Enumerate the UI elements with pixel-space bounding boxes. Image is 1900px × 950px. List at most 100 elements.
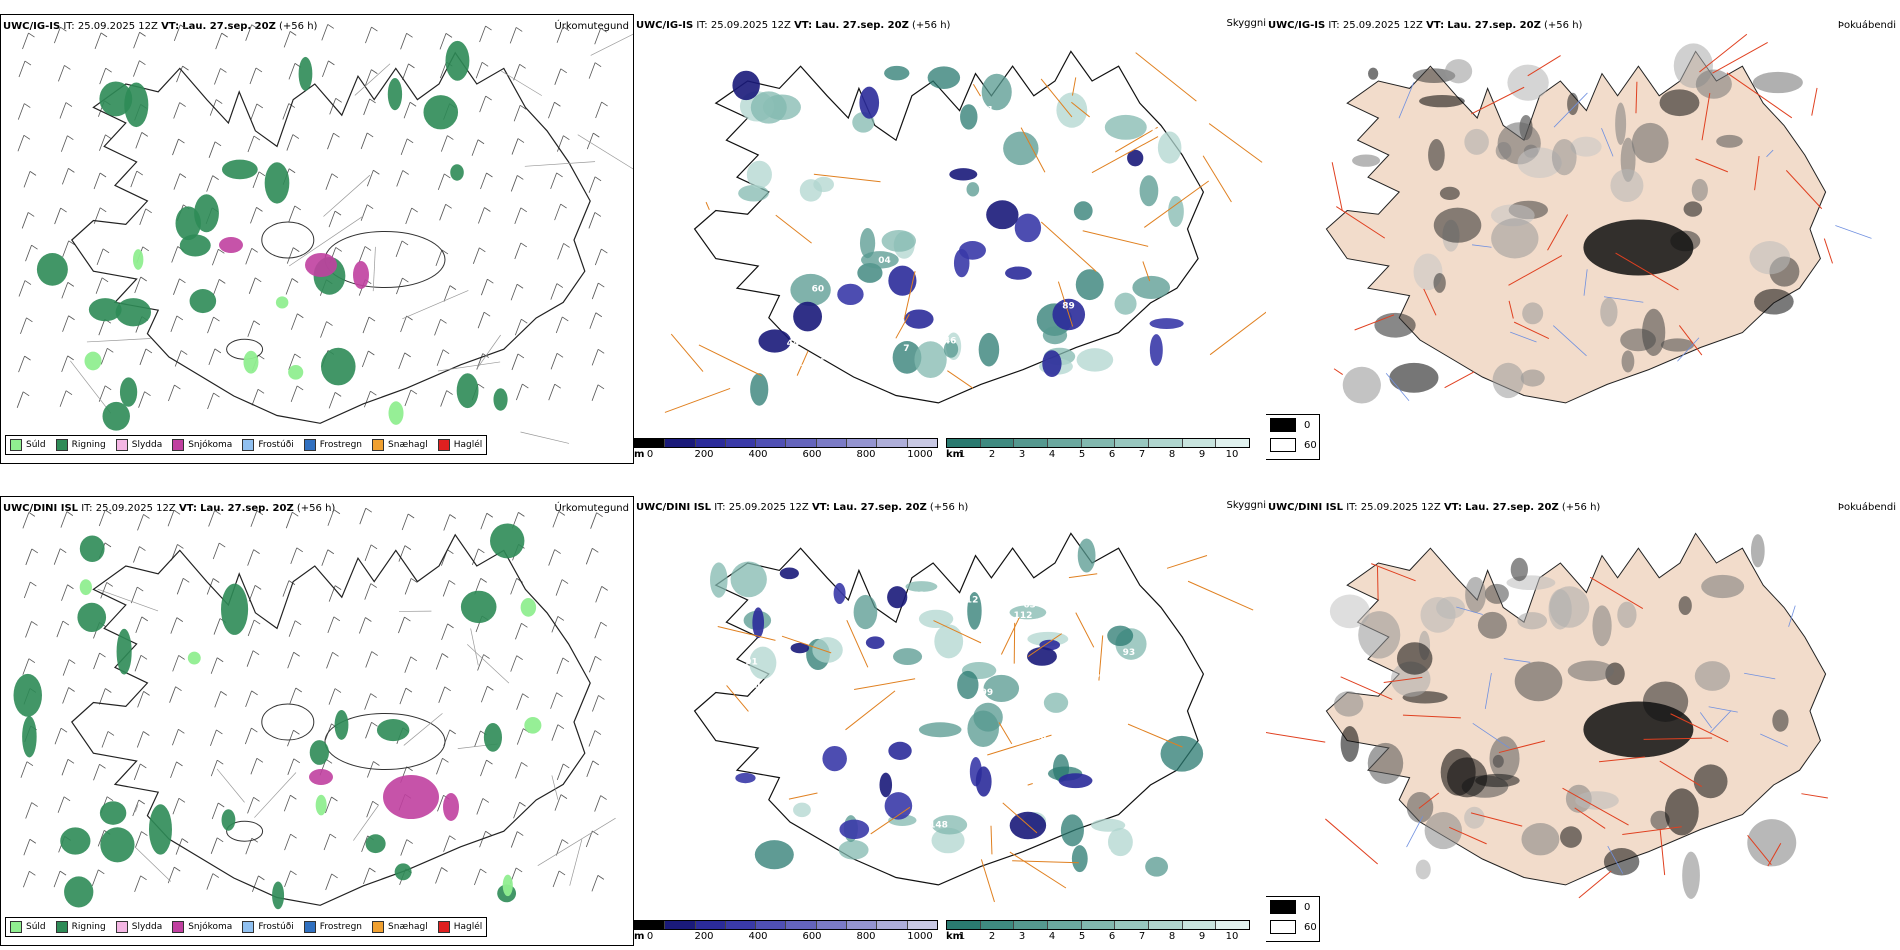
wind-barb-flag (404, 352, 411, 358)
wind-barb (443, 835, 450, 852)
wind-barb-flag (217, 802, 225, 808)
wind-barb-flag (440, 318, 447, 324)
visibility-label: 62 (846, 737, 859, 747)
colorbar-tick-label: 10 (1225, 931, 1239, 942)
fog-legend-row: 60 (1266, 435, 1319, 455)
precip-legend-bottom: Súld Rigning Slydda Snjókoma Frostúði Frostre… (5, 917, 488, 937)
visibility-label: 67 (1020, 182, 1033, 192)
wind-barb (435, 653, 443, 670)
river (1766, 149, 1774, 158)
wind-barb (18, 280, 26, 297)
fog-map-top (1325, 33, 1872, 404)
wind-barb (60, 511, 68, 528)
legend-swatch (10, 921, 22, 933)
wind-barb-flag (477, 383, 485, 389)
wind-barb (595, 101, 602, 119)
wind-barb (588, 730, 596, 747)
visibility-label: 12 (753, 816, 766, 826)
wind-barb (25, 802, 33, 819)
wind-barb (556, 26, 564, 43)
vis-panel-bottom: UWC/DINI ISL IT: 25.09.2025 12Z VT: Lau.… (634, 496, 1266, 946)
wind-barb-flag (139, 546, 146, 551)
fog-legend-swatch (1270, 438, 1296, 452)
colorbar-cell (1048, 921, 1082, 929)
wind-barb-flag (31, 244, 38, 250)
wind-barb (288, 63, 296, 80)
wind-barb-flag (442, 349, 450, 355)
legend-item: Snæhagl (372, 439, 428, 451)
wind-barb (590, 512, 597, 529)
rain-area (456, 373, 479, 409)
wind-barb-flag (68, 240, 75, 246)
wind-barb-flag (181, 838, 189, 843)
fog-shade (1342, 366, 1381, 404)
wind-barb (404, 656, 412, 673)
cloud-base-area (1042, 350, 1062, 378)
wind-barb-flag (217, 759, 224, 765)
wind-barb (437, 795, 444, 812)
fog-shade (1693, 764, 1728, 799)
road (1643, 737, 1713, 740)
visibility-area (749, 646, 777, 680)
cloud-base-area (865, 636, 885, 649)
wind-barb-flag (368, 316, 376, 322)
wind-barb (136, 731, 144, 748)
wind-barb (133, 60, 140, 77)
wind-barb (21, 212, 29, 229)
wind-barb-flag (371, 721, 378, 727)
wind-barb (17, 135, 25, 152)
road (288, 215, 364, 267)
wind-barb-flag (594, 730, 602, 735)
snow-area (383, 775, 439, 819)
fog-shade (1510, 557, 1528, 582)
cloud-base-area (822, 745, 847, 772)
road (1371, 563, 1416, 582)
wind-barb-flag (563, 135, 570, 140)
wind-barb-flag (486, 172, 493, 178)
wind-barb-flag (99, 207, 107, 213)
fog-shade (1694, 661, 1731, 691)
colorbar-cell (816, 921, 848, 929)
wind-barb (591, 349, 599, 366)
wind-barb (23, 839, 31, 856)
visibility-label: 63 (1023, 600, 1036, 610)
wind-barb-flag (177, 544, 184, 549)
wind-barb (54, 207, 61, 225)
colorbar-cell (665, 439, 696, 447)
road (1562, 787, 1629, 826)
fog-legend-swatch (1270, 418, 1296, 432)
legend-label: Slydda (131, 922, 163, 932)
wind-barb (54, 728, 62, 745)
visibility-area (881, 230, 917, 252)
wind-barb (17, 103, 25, 120)
road (1331, 162, 1343, 211)
road (1209, 311, 1266, 356)
wind-barb-flag (293, 247, 300, 252)
wind-barb-flag (258, 354, 265, 360)
wind-barb (91, 869, 99, 886)
fog-shade (1428, 139, 1445, 171)
visibility-label: 149 (802, 207, 821, 217)
wind-barb-flag (600, 27, 607, 33)
road (1002, 802, 1038, 834)
colorbar-tick-label: 0 (646, 449, 654, 460)
wind-barb (555, 579, 563, 596)
wind-barb-flag (371, 651, 378, 656)
wind-barb-flag (404, 616, 411, 622)
wind-barb-flag (288, 580, 296, 585)
wind-barb (56, 620, 64, 638)
colorbar-tick-label: 1 (958, 449, 966, 460)
fog-shade (1446, 757, 1488, 798)
wind-barb-flag (368, 350, 375, 356)
wind-barb-flag (252, 650, 260, 656)
fog-shade (1650, 810, 1670, 830)
visibility-area (1042, 326, 1068, 345)
wind-barb (364, 583, 372, 600)
drizzle-area (388, 401, 404, 425)
wind-barb (550, 172, 557, 190)
colorbar-cell (695, 921, 726, 929)
rain-area (220, 583, 249, 635)
glacier-contour (324, 713, 446, 770)
road (972, 83, 981, 97)
cloud-base-area (732, 70, 760, 101)
